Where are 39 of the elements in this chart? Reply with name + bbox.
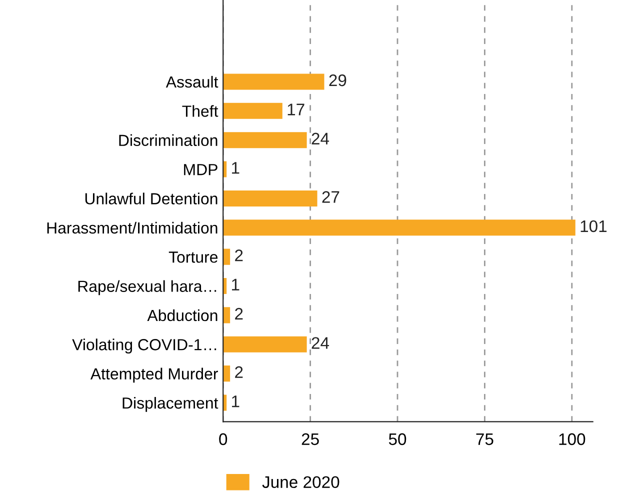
bar (223, 102, 282, 119)
bar (223, 132, 307, 148)
y-tick-label: Violating COVID-1… (72, 338, 216, 354)
data-label: 24 (312, 132, 330, 144)
x-tick-label: 0 (219, 433, 228, 446)
bar (223, 248, 230, 265)
x-tick-label: 100 (559, 433, 586, 446)
y-tick-label: Assault (166, 76, 218, 88)
y-tick-label: MDP (184, 164, 218, 176)
bar (223, 190, 318, 206)
bar (223, 336, 307, 352)
data-label: 1 (232, 162, 240, 174)
y-tick-label: Abduction (147, 309, 218, 322)
data-label: 101 (580, 220, 607, 232)
data-label: 1 (232, 396, 240, 408)
data-label: 1 (232, 278, 240, 290)
y-tick-label: Displacement (122, 396, 218, 412)
y-tick-label: Theft (182, 105, 218, 117)
bar (223, 74, 324, 90)
data-label: 17 (288, 104, 304, 116)
x-tick-label: 50 (388, 433, 406, 446)
data-label: 24 (312, 337, 330, 349)
data-label: 29 (329, 74, 346, 86)
data-label: 2 (235, 250, 243, 262)
y-tick-label: Torture (168, 252, 218, 263)
bar (223, 307, 230, 324)
y-tick-label: Unlawful Detention (85, 192, 218, 204)
y-tick-label: Harassment/Intimidation (47, 222, 218, 234)
x-tick-label: 25 (302, 433, 319, 446)
bar (223, 220, 576, 236)
y-tick-label: Discrimination (119, 134, 218, 146)
data-label: 2 (235, 366, 243, 378)
legend-label: June 2020 (262, 476, 340, 488)
y-tick-label: Rape/sexual hara… (78, 280, 216, 296)
data-label: 27 (322, 191, 340, 203)
y-tick-label: Attempted Murder (90, 368, 218, 383)
bar (223, 366, 230, 382)
x-tick-label: 75 (476, 433, 494, 446)
data-label: 2 (235, 308, 243, 320)
